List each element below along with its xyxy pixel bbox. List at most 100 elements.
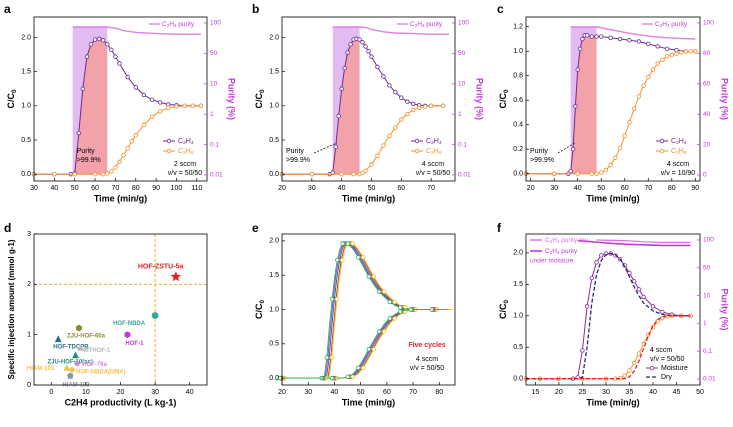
y-tick-label: 1.5 bbox=[269, 69, 279, 76]
data-point-C2H4 Moisture bbox=[631, 278, 637, 284]
point-label: HIAM-102 bbox=[62, 383, 90, 389]
panel-c: 20 30 40 50 60 70 80 900.00.20.40.60.81.01.2Tim… bbox=[497, 2, 730, 203]
chem-part: 2 bbox=[167, 23, 170, 28]
y-axis-title: Specific injection amount (mmol g-1) bbox=[7, 239, 16, 379]
y-tick-label: 1.0 bbox=[269, 306, 279, 313]
scatter-point bbox=[68, 366, 76, 374]
x-tick-label: 80 bbox=[132, 185, 140, 192]
y-tick-label: 0.2 bbox=[513, 146, 523, 153]
data-point-C2H6 bbox=[552, 171, 557, 176]
data-point-C2H4 bbox=[133, 85, 138, 90]
cycle-point bbox=[356, 365, 361, 371]
y-tick-label: 1.2 bbox=[513, 24, 523, 31]
data-point-C2H4 bbox=[381, 74, 386, 79]
legend-marker-moisture bbox=[649, 365, 655, 371]
data-point-C2H4 bbox=[599, 34, 604, 39]
data-point-C2H6 bbox=[92, 171, 98, 177]
data-point-C2H6 bbox=[660, 57, 665, 63]
y-right-tick-label: 60 bbox=[703, 81, 711, 88]
ratio-annotation: v/v = 10/90 bbox=[661, 170, 696, 177]
y-tick-label: 0.8 bbox=[513, 73, 523, 80]
chem-part: 2 bbox=[183, 140, 186, 146]
data-point-C2H6 bbox=[655, 61, 660, 66]
ratio-annotation: v/v = 50/50 bbox=[410, 365, 445, 372]
data-point-C2H4 bbox=[577, 46, 583, 52]
data-point-C2H6 bbox=[417, 105, 422, 111]
scatter-point bbox=[77, 343, 85, 351]
x-tick-label: 60 bbox=[397, 185, 405, 192]
data-point-C2H4 bbox=[333, 144, 338, 150]
y-axis-title: C/C0 bbox=[254, 89, 265, 109]
y-tick-label: 0.0 bbox=[21, 171, 31, 178]
chem-part: C bbox=[426, 148, 431, 155]
data-point-C2H4 Moisture bbox=[594, 260, 599, 265]
data-point-C2H6 bbox=[100, 171, 106, 177]
data-point-C2H6 bbox=[646, 74, 651, 80]
y-tick-label: 1 bbox=[27, 332, 31, 339]
legend-label: C2H6 bbox=[426, 148, 442, 156]
data-point-C2H6 bbox=[411, 107, 416, 113]
chem-part: 2 bbox=[660, 23, 663, 28]
cycle-point bbox=[277, 375, 282, 381]
cycle-point bbox=[356, 255, 361, 260]
legend-marker bbox=[659, 148, 665, 154]
plot-frame bbox=[525, 16, 701, 182]
chem-part: 2 bbox=[550, 239, 553, 244]
chem-part: 0 bbox=[503, 89, 510, 93]
chem-part: / bbox=[498, 310, 508, 313]
chem-part: H bbox=[417, 21, 422, 28]
scatter-point bbox=[151, 312, 159, 319]
x-tick-label: 60 bbox=[91, 185, 99, 192]
data-point-C2H4 bbox=[608, 35, 613, 41]
chem-part: 6 bbox=[439, 150, 442, 156]
cycle-point bbox=[392, 299, 397, 305]
x-tick-label: 0 bbox=[49, 389, 53, 396]
scatter-point bbox=[72, 351, 79, 359]
flow-annotation: 4 sccm bbox=[422, 161, 444, 168]
cycle-point bbox=[345, 374, 350, 379]
data-point-C2H6 bbox=[109, 169, 114, 174]
data-point-C2H4 bbox=[617, 36, 623, 42]
panel-d: HOF-ZSTU-5a HOF-NBDA HOF-1 ZJU-HOF-60a HOF-T… bbox=[4, 221, 208, 407]
cycle-point bbox=[408, 307, 413, 312]
chem-part: C bbox=[545, 248, 550, 255]
legend-label: C2H6 bbox=[671, 148, 687, 156]
purity-value: >99.9% bbox=[77, 157, 101, 164]
cycle-point bbox=[329, 297, 335, 302]
data-point-C2H4 bbox=[655, 44, 660, 49]
data-point-C2H4 bbox=[357, 37, 362, 42]
data-point-C2H4 bbox=[113, 54, 118, 59]
data-point-C2H4 bbox=[575, 67, 580, 72]
data-point-C2H4 Moisture bbox=[599, 253, 604, 258]
cycle-point bbox=[329, 355, 335, 360]
data-point-C2H6 bbox=[688, 49, 693, 54]
chem-part: C bbox=[410, 21, 415, 28]
data-point-C2H6 bbox=[72, 171, 77, 177]
y-tick-label: 1.5 bbox=[513, 281, 523, 288]
data-point-C2H6 Moisture bbox=[627, 368, 632, 373]
data-point-C2H4 Moisture bbox=[589, 275, 595, 281]
data-point-C2H6 bbox=[149, 114, 155, 119]
purity-note: Purity bbox=[77, 148, 95, 155]
chem-part: C bbox=[655, 21, 660, 28]
data-point-C2H6 bbox=[182, 103, 187, 109]
data-point-C2H6 bbox=[631, 106, 637, 111]
data-point-C2H6 bbox=[683, 49, 689, 54]
data-point-C2H6 bbox=[608, 162, 613, 168]
x-tick-label: 50 bbox=[71, 185, 79, 192]
scatter-point bbox=[170, 271, 182, 282]
data-point-C2H4 bbox=[627, 38, 632, 43]
data-point-C2H6 bbox=[121, 152, 126, 158]
purity_moisture-curve bbox=[577, 239, 691, 247]
data-point-C2H4 bbox=[393, 89, 398, 95]
plot-frame bbox=[33, 16, 208, 182]
x-tick-label: 40 bbox=[649, 389, 657, 396]
chem-part: C bbox=[498, 102, 508, 109]
cycle-point bbox=[335, 257, 340, 263]
panel-a: 30 40 50 60 70 80 90 100 1100.00.51.01.52.0Time … bbox=[4, 2, 237, 203]
chem-part: 0 bbox=[259, 300, 266, 304]
y-right-axis-title: Purity (%) bbox=[475, 78, 485, 120]
y-right-tick-label: 0 bbox=[703, 172, 707, 179]
data-point-C2H4 bbox=[109, 47, 114, 52]
